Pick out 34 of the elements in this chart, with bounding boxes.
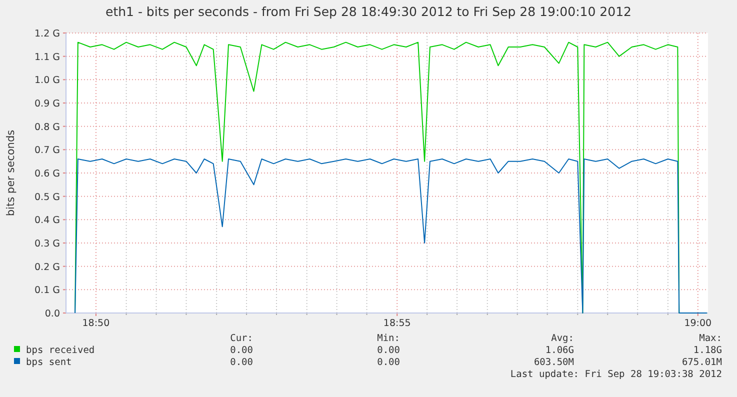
- y-tick-label: 0.6 G: [34, 168, 60, 180]
- text: Avg:: [551, 333, 574, 344]
- y-tick-label: 0.5 G: [34, 192, 60, 203]
- text: 603.50M: [534, 357, 574, 368]
- text: 1.18G: [693, 345, 722, 356]
- text: 0.00: [377, 357, 400, 368]
- y-axis-title: bits per seconds: [5, 130, 17, 216]
- y-tick-label: 0.7 G: [34, 145, 60, 156]
- x-tick-label: 19:00: [684, 318, 712, 329]
- y-tick-label: 0.3 G: [34, 238, 60, 250]
- text: 0.00: [230, 357, 254, 368]
- y-tick-label: 0.0: [44, 308, 60, 320]
- y-tick-label: 0.9 G: [34, 98, 60, 110]
- y-tick-label: 1.0 G: [34, 75, 60, 86]
- text: 1.06G: [545, 345, 574, 356]
- y-tick-label: 0.8 G: [34, 122, 60, 133]
- legend-label: bps received: [26, 345, 95, 356]
- text: 0.00: [377, 345, 400, 356]
- text: 0.00: [230, 345, 254, 356]
- chart-title: eth1 - bits per seconds - from Fri Sep 28 18:49:30 2012 to Fri Sep 28 19:00:10 2012: [106, 4, 632, 19]
- y-tick-label: 0.1 G: [34, 285, 60, 296]
- line-series: [74, 158, 708, 314]
- y-tick-label: 0.4 G: [34, 215, 60, 226]
- y-tick-label: 0.2 G: [34, 262, 60, 273]
- x-tick-label: 18:50: [82, 318, 110, 329]
- x-tick-label: 18:55: [383, 318, 411, 329]
- text: 675.01M: [682, 357, 722, 368]
- text: Min:: [377, 333, 400, 344]
- y-tick-label: 1.2 G: [34, 28, 60, 40]
- text: Cur:: [230, 333, 253, 344]
- text: Max:: [699, 333, 722, 344]
- y-tick-label: 1.1 G: [34, 52, 60, 63]
- text: Last update: Fri Sep 28 19:03:38 2012: [510, 369, 722, 380]
- legend-label: bps sent: [26, 357, 72, 368]
